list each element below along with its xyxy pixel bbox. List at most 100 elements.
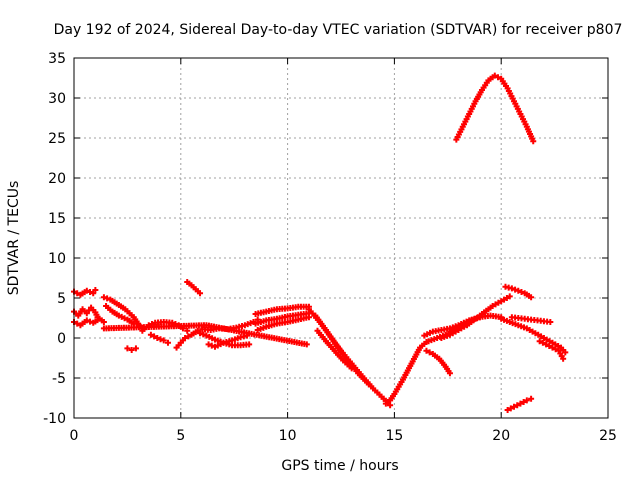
data-point (494, 74, 501, 81)
data-point (164, 339, 171, 346)
data-point (562, 349, 569, 356)
data-point (365, 381, 372, 388)
series-arc-dropoff-3 (314, 327, 355, 372)
data-point (504, 407, 511, 413)
data-point (508, 285, 515, 292)
series-arc-morning-2 (147, 331, 171, 346)
data-point (92, 287, 99, 293)
data-point (74, 290, 81, 297)
data-point (547, 319, 554, 325)
series-arc-start-low (71, 315, 107, 329)
y-tick-label: 10 (48, 251, 66, 267)
data-point (132, 345, 139, 352)
data-point (205, 341, 212, 348)
data-point (74, 320, 81, 327)
data-point (515, 287, 522, 294)
data-point (543, 341, 550, 348)
y-tick-labels: -10 -5 0 5 10 15 20 25 30 35 (43, 51, 66, 427)
series-arc-dip (124, 345, 139, 353)
x-tick-label: 25 (599, 428, 617, 444)
series-arc-morning-3 (173, 327, 201, 351)
x-tick-label: 5 (176, 428, 185, 444)
y-tick-label: -10 (43, 411, 66, 427)
series-arc-early-2 (103, 303, 137, 327)
data-point (536, 338, 543, 345)
data-point (426, 349, 433, 356)
data-point (208, 342, 215, 349)
axis-ticks (73, 57, 609, 419)
y-tick-label: 35 (48, 51, 66, 67)
series-arc-late-2 (502, 283, 535, 301)
data-points (71, 72, 569, 413)
data-point (83, 287, 90, 294)
data-point (446, 370, 453, 377)
data-point (520, 399, 527, 405)
data-point (87, 318, 94, 325)
y-tick-label: 20 (48, 171, 66, 187)
data-point (549, 344, 556, 351)
data-point (491, 72, 498, 79)
data-point (147, 331, 154, 338)
data-point (154, 335, 161, 341)
data-point (512, 286, 519, 293)
data-point (200, 331, 207, 338)
y-tick-label: 0 (57, 331, 66, 347)
data-point (305, 314, 312, 321)
data-point (560, 355, 567, 362)
data-point (423, 347, 430, 354)
x-tick-label: 20 (492, 428, 510, 444)
data-point (182, 335, 189, 341)
data-point (546, 343, 553, 349)
data-point (514, 402, 521, 409)
data-point (552, 346, 559, 353)
x-tick-label: 0 (70, 428, 79, 444)
data-point (100, 294, 107, 301)
grid-lines (74, 58, 608, 418)
data-point (197, 290, 204, 297)
x-tick-labels: 0 5 10 15 20 25 (70, 428, 617, 444)
data-point (128, 347, 135, 353)
chart-title: Day 192 of 2024, Sidereal Day-to-day VTE… (54, 22, 623, 38)
data-point (246, 341, 253, 348)
data-point (518, 289, 525, 295)
data-point (530, 138, 537, 145)
y-tick-label: 25 (48, 131, 66, 147)
data-point (104, 295, 111, 302)
series-arc-start-high (71, 287, 99, 298)
series-arc-high-peak (453, 72, 537, 145)
y-axis-label: SDTVAR / TECUs (6, 181, 22, 296)
series-arc-late-low (504, 395, 535, 413)
data-point (507, 405, 514, 412)
data-point (511, 403, 518, 410)
series-arc-start-mid (71, 304, 101, 321)
data-point (151, 333, 158, 340)
x-tick-label: 15 (385, 428, 403, 444)
data-point (528, 395, 535, 402)
data-point (303, 341, 310, 348)
data-point (539, 339, 546, 346)
data-point (87, 289, 94, 295)
data-point (185, 333, 192, 340)
data-point (100, 319, 107, 325)
plot-frame (73, 57, 609, 419)
data-point (160, 337, 167, 344)
series-arc-noon-3 (254, 314, 312, 333)
y-tick-label: 5 (57, 291, 66, 307)
series-arc-afternoon-2 (423, 347, 453, 377)
x-tick-label: 10 (279, 428, 297, 444)
y-tick-label: -5 (52, 371, 66, 387)
data-point (124, 345, 131, 352)
series-arc-short-high (184, 279, 204, 297)
series-arc-late-4 (536, 338, 567, 362)
series-isolated (100, 322, 310, 348)
data-point (517, 400, 524, 407)
data-point (506, 293, 513, 300)
series-arc-recovery (382, 339, 430, 407)
series-arc-rise (438, 293, 513, 341)
series-arc-dropoff-2 (312, 312, 372, 388)
data-point (523, 397, 530, 404)
series-arc-late-3 (508, 314, 554, 325)
data-point (83, 317, 90, 324)
data-point (157, 336, 164, 343)
